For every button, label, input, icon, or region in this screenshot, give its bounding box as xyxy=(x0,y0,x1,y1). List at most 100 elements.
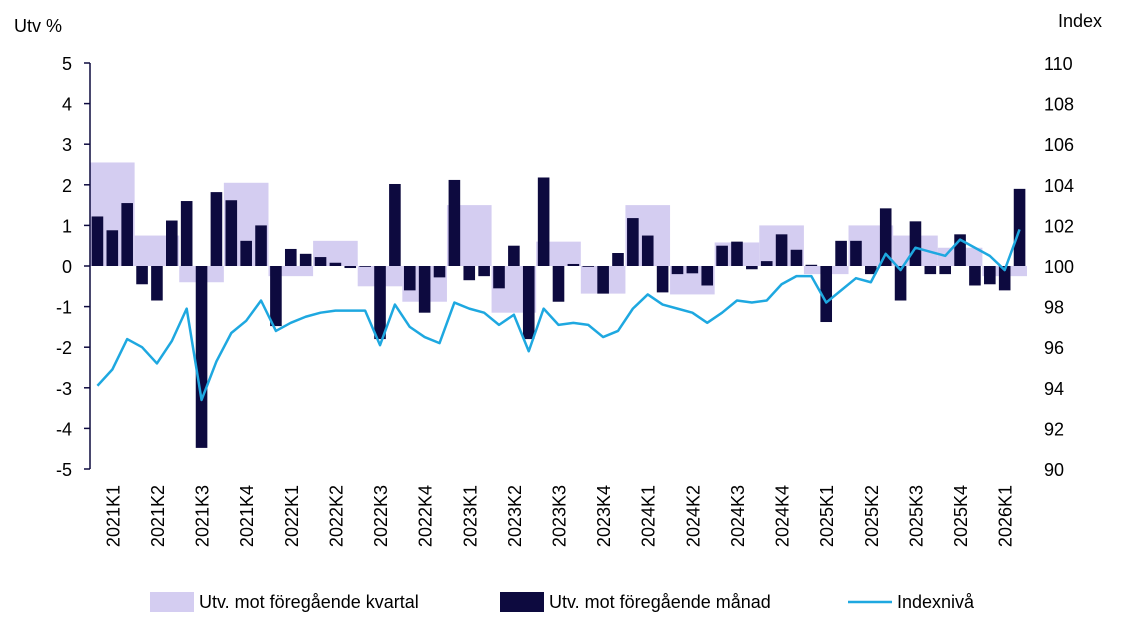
month-bar xyxy=(894,266,907,301)
x-tick-label: 2022K3 xyxy=(371,485,391,547)
right-tick-label: 94 xyxy=(1044,379,1064,399)
right-tick-label: 100 xyxy=(1044,257,1074,277)
month-bar xyxy=(284,248,297,266)
month-bar xyxy=(225,200,238,266)
month-bar xyxy=(255,225,267,266)
month-bar xyxy=(433,266,446,278)
month-bar xyxy=(567,263,580,266)
x-tick-label: 2021K4 xyxy=(237,485,257,547)
legend-swatch-quarter xyxy=(150,592,194,612)
x-tick-label: 2023K4 xyxy=(594,485,614,547)
month-bar xyxy=(418,266,431,313)
x-tick-label: 2021K3 xyxy=(193,485,213,547)
right-tick-label: 98 xyxy=(1044,298,1064,318)
index-line xyxy=(96,229,1021,402)
left-axis-ticks: 5 4 3 2 1 0 -1 -2 -3 -4 -5 xyxy=(56,54,90,480)
left-tick-label: -2 xyxy=(56,338,72,358)
x-tick-label: 2024K1 xyxy=(639,485,659,547)
month-bar xyxy=(716,245,728,266)
x-tick-label: 2022K2 xyxy=(326,485,346,547)
legend-label-month: Utv. mot föregående månad xyxy=(549,592,771,612)
month-bar xyxy=(656,266,669,293)
month-bar xyxy=(879,208,892,266)
month-bar xyxy=(136,266,148,285)
month-bar xyxy=(805,264,818,266)
x-tick-label: 2025K2 xyxy=(862,485,882,547)
month-bar xyxy=(389,183,401,266)
x-tick-label: 2025K4 xyxy=(951,485,971,547)
month-bar xyxy=(299,253,312,266)
month-bar xyxy=(314,257,327,266)
index-line-layer xyxy=(96,229,1021,402)
left-tick-label: 4 xyxy=(62,95,72,115)
month-bar xyxy=(597,266,609,294)
month-bar xyxy=(865,266,877,275)
legend-label-index: Indexnivå xyxy=(897,592,975,612)
month-bar xyxy=(359,266,371,267)
month-bar xyxy=(998,266,1011,291)
x-tick-label: 2023K1 xyxy=(460,485,480,547)
right-tick-label: 110 xyxy=(1044,54,1073,74)
left-axis-title: Utv % xyxy=(14,16,62,36)
month-bar xyxy=(151,266,163,301)
month-bar xyxy=(790,249,803,266)
month-bar xyxy=(210,192,223,266)
x-tick-label: 2024K4 xyxy=(773,485,793,547)
right-tick-label: 104 xyxy=(1044,176,1074,196)
right-tick-label: 96 xyxy=(1044,338,1064,358)
x-tick-label: 2024K2 xyxy=(683,485,703,547)
month-bar xyxy=(835,240,847,266)
left-tick-label: -4 xyxy=(56,419,72,439)
month-bar xyxy=(493,266,505,289)
legend: Utv. mot föregående kvartal Utv. mot för… xyxy=(150,592,975,612)
month-bars-layer xyxy=(91,177,1026,448)
month-bar xyxy=(344,266,357,269)
x-tick-label: 2024K3 xyxy=(728,485,748,547)
x-tick-label: 2026K1 xyxy=(996,485,1016,547)
month-bar xyxy=(508,245,520,266)
left-tick-label: 5 xyxy=(62,54,72,74)
month-bar xyxy=(166,220,178,266)
quarter-bar xyxy=(268,266,314,277)
left-tick-label: -1 xyxy=(56,298,72,318)
x-tick-label: 2021K2 xyxy=(148,485,168,547)
x-tick-label: 2023K2 xyxy=(505,485,525,547)
x-tick-label: 2025K1 xyxy=(817,485,837,547)
right-tick-label: 92 xyxy=(1044,419,1064,439)
left-tick-label: 0 xyxy=(62,257,72,277)
month-bar xyxy=(522,266,535,340)
x-tick-label: 2022K4 xyxy=(416,485,436,547)
month-bar xyxy=(701,266,714,286)
month-bar xyxy=(924,266,937,275)
month-bar xyxy=(1013,188,1026,266)
month-bar xyxy=(746,266,758,270)
month-bar xyxy=(612,253,624,266)
month-bar xyxy=(537,177,550,266)
month-bar xyxy=(448,179,461,266)
month-bar xyxy=(552,266,565,302)
month-bar xyxy=(106,230,119,266)
right-tick-label: 106 xyxy=(1044,135,1074,155)
month-bar xyxy=(195,266,208,448)
month-bar xyxy=(121,203,133,266)
month-bar xyxy=(775,234,788,266)
month-bar xyxy=(850,240,862,266)
month-bar xyxy=(939,266,951,275)
month-bar xyxy=(403,266,416,291)
month-bar xyxy=(731,241,743,266)
legend-label-quarter: Utv. mot föregående kvartal xyxy=(199,592,419,612)
month-bar xyxy=(641,235,654,266)
month-bar xyxy=(954,234,966,266)
right-tick-label: 102 xyxy=(1044,216,1074,236)
month-bar xyxy=(180,201,193,266)
x-tick-label: 2021K1 xyxy=(103,485,123,547)
x-tick-label: 2023K3 xyxy=(550,485,570,547)
left-tick-label: -5 xyxy=(56,460,72,480)
month-bar xyxy=(820,266,833,323)
x-axis-labels: 2021K1 2021K2 2021K3 2021K4 2022K1 2022K2 2022… xyxy=(103,485,1015,547)
month-bar xyxy=(270,266,282,327)
x-tick-label: 2025K3 xyxy=(906,485,926,547)
left-tick-label: 1 xyxy=(62,216,72,236)
